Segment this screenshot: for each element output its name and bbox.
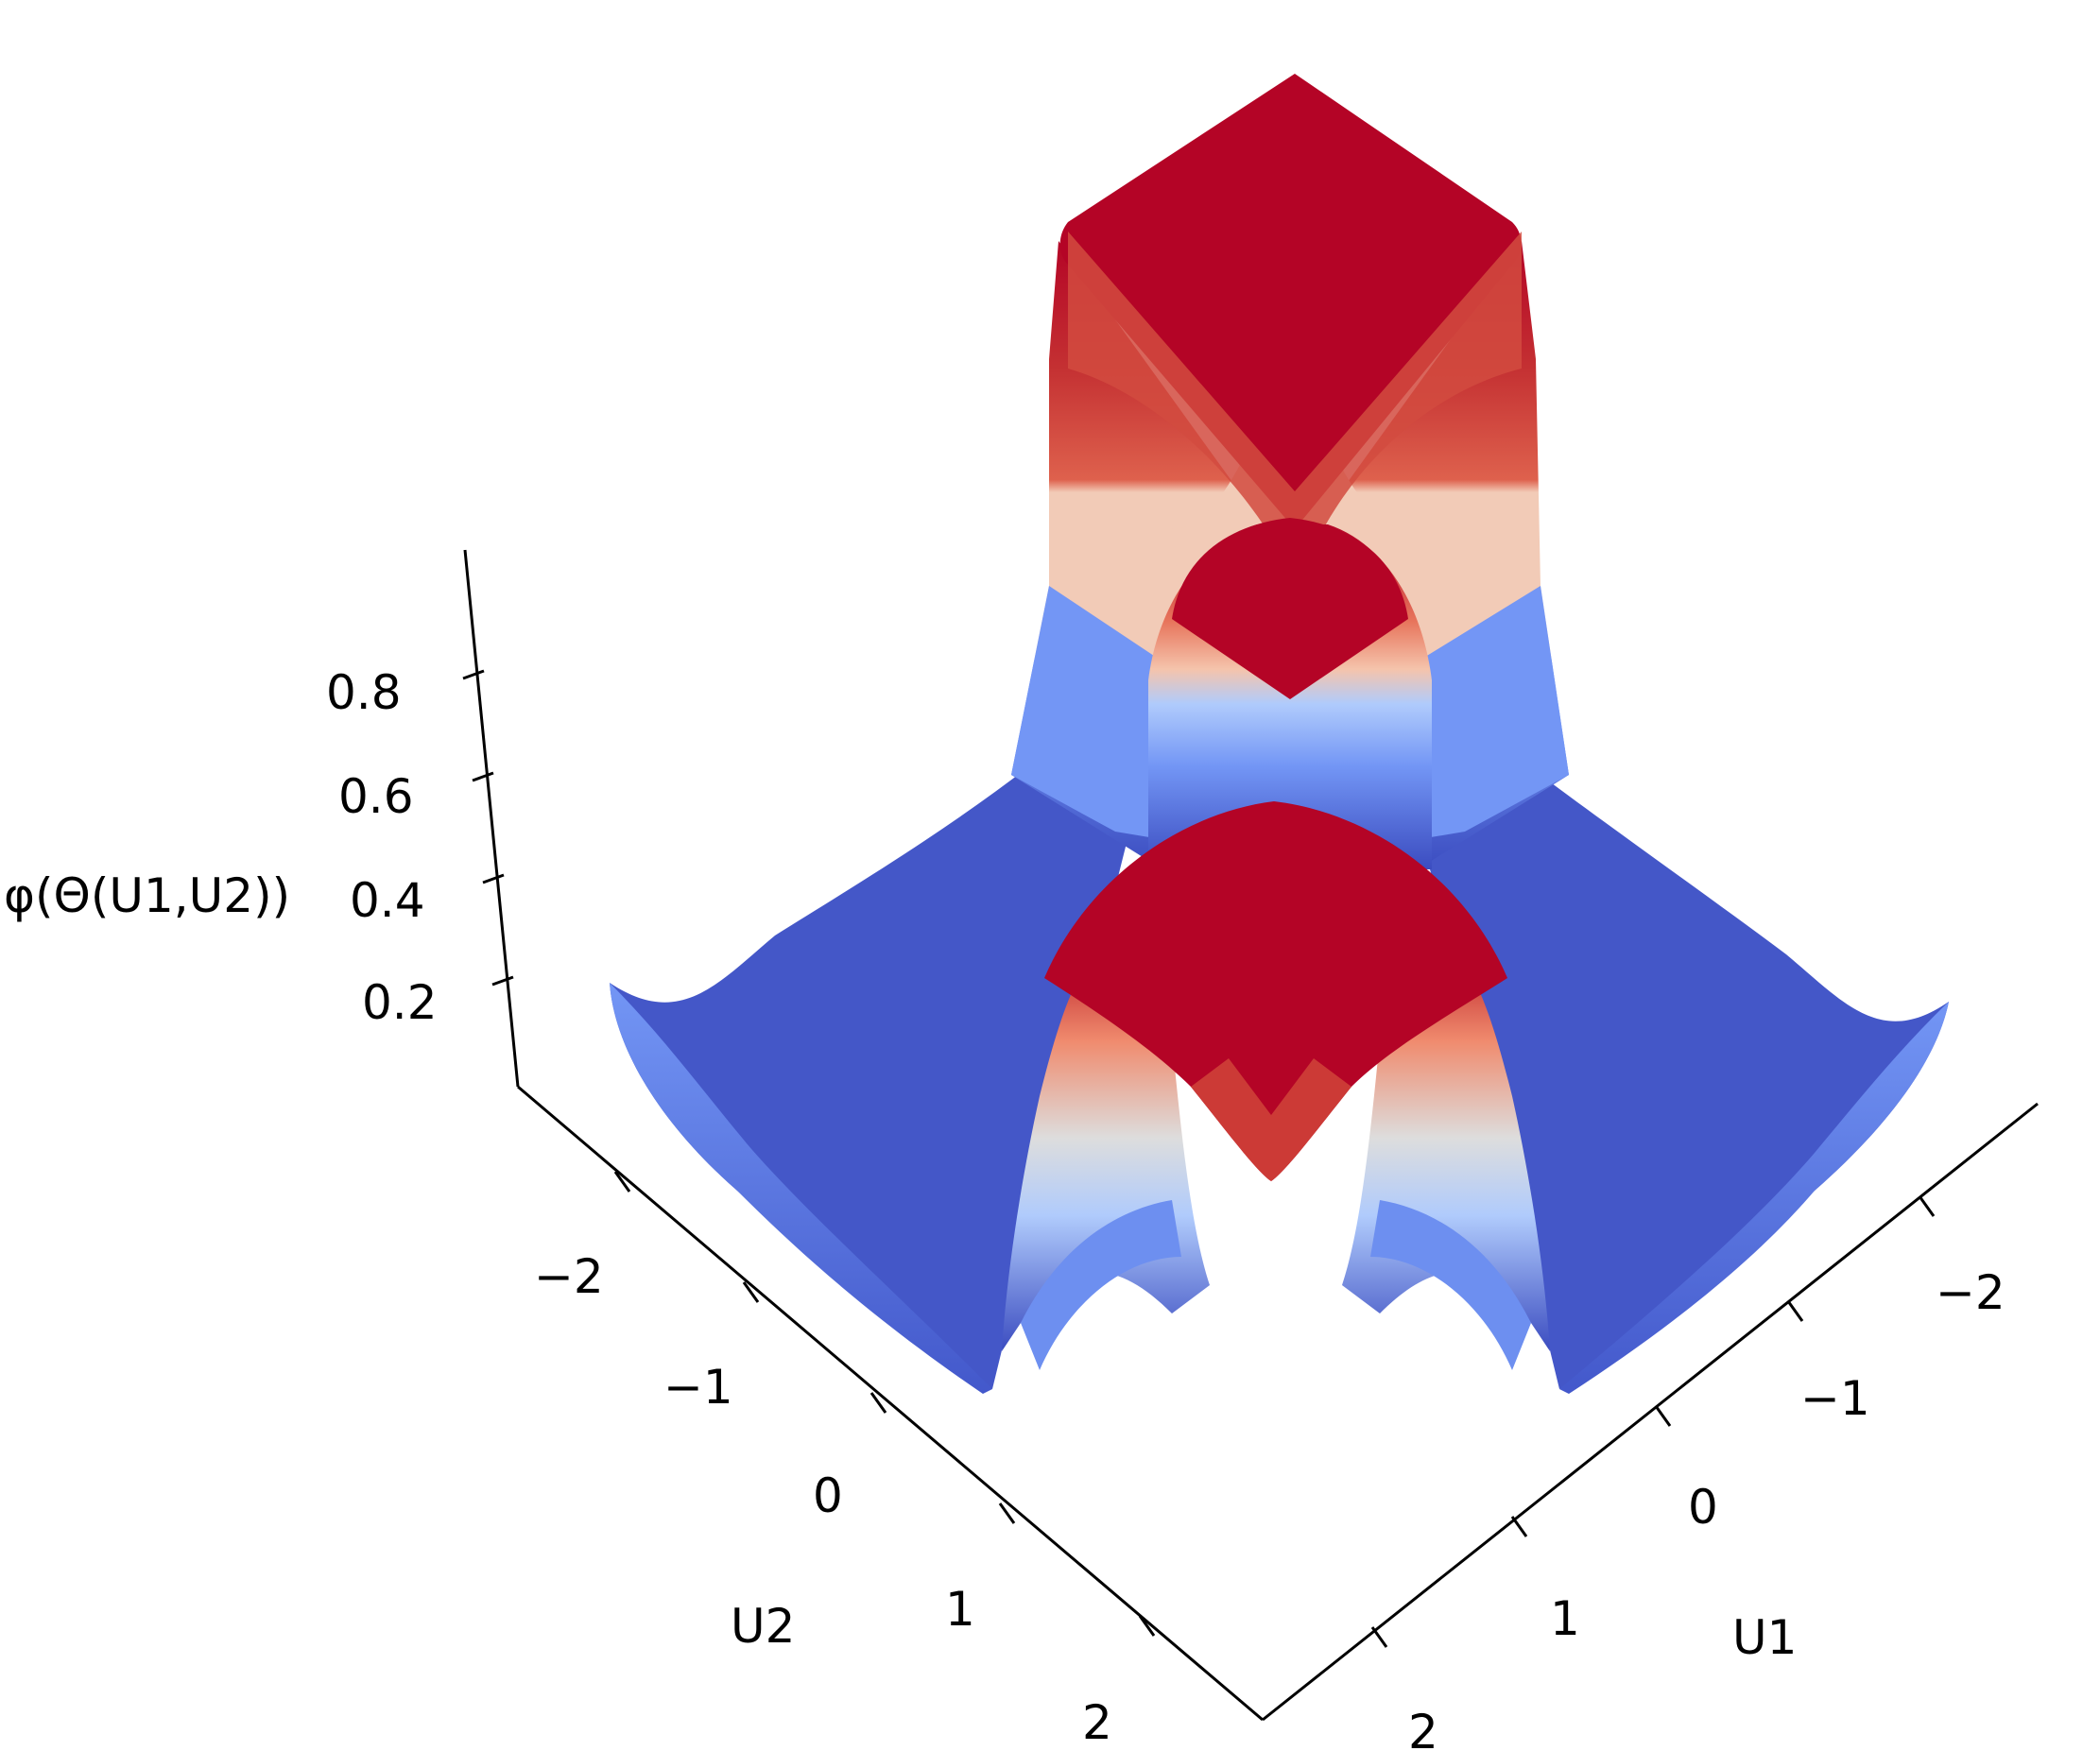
surface-front-dome-shade [1191,1058,1351,1181]
u1-tick-mark [1654,1405,1672,1427]
u2-tick-label: −1 [663,1360,733,1415]
u1-tick-label: 2 [1408,1705,1438,1751]
z-axis-label: φ(Θ(U1,U2)) [4,868,290,923]
z-tick-label: 0.4 [350,873,425,928]
surface-front-dip-right [1370,1200,1531,1370]
surface-back-plateau [1059,74,1522,529]
surface-rim-left [610,983,992,1394]
z-axis-line [463,549,520,1088]
u2-tick-mark [998,1502,1016,1524]
surface-floor-left [610,765,1134,1389]
u2-tick-mark [1138,1615,1156,1637]
surface-front-dome [1044,801,1507,1181]
u2-tick-label: 0 [813,1468,843,1523]
z-tick-mark [482,873,505,884]
u2-axis: −2 −1 0 1 2 U2 [517,1085,1264,1750]
u1-tick-mark [1918,1195,1936,1217]
u2-tick-label: 1 [945,1582,975,1637]
u1-tick-mark [1370,1626,1388,1648]
u1-tick-label: −2 [1936,1265,2005,1320]
u1-tick-mark [1510,1516,1528,1537]
u1-tick-mark [1786,1300,1804,1322]
u1-axis-line [1262,1102,2039,1722]
z-tick-mark [491,975,514,987]
u1-tick-label: 1 [1550,1591,1580,1646]
surface-floor-right [1418,775,1949,1389]
u1-axis: −2 −1 0 1 2 U1 [1262,1102,2039,1751]
u2-tick-label: −2 [534,1249,604,1304]
u2-axis-label: U2 [731,1599,795,1654]
u2-tick-mark [742,1281,760,1303]
surface-middle-peak-cap [1172,518,1408,699]
z-tick-mark [472,771,494,782]
surface-plot [610,74,1949,1394]
z-tick-label: 0.6 [338,769,414,824]
z-axis: 0.8 0.6 0.4 0.2 φ(Θ(U1,U2)) [4,549,520,1088]
z-tick-label: 0.8 [326,665,402,720]
u2-tick-mark [613,1171,631,1193]
surface-front-dip-left [1021,1200,1181,1370]
u2-tick-label: 2 [1082,1695,1112,1750]
u1-tick-label: −1 [1800,1371,1870,1426]
z-tick-mark [462,669,485,680]
u1-axis-label: U1 [1732,1610,1797,1665]
u2-tick-mark [869,1392,887,1414]
surface-back-plateau-shade [1068,232,1522,529]
z-tick-label: 0.2 [362,975,438,1030]
u2-axis-line [517,1085,1264,1722]
u1-tick-label: 0 [1688,1480,1718,1535]
